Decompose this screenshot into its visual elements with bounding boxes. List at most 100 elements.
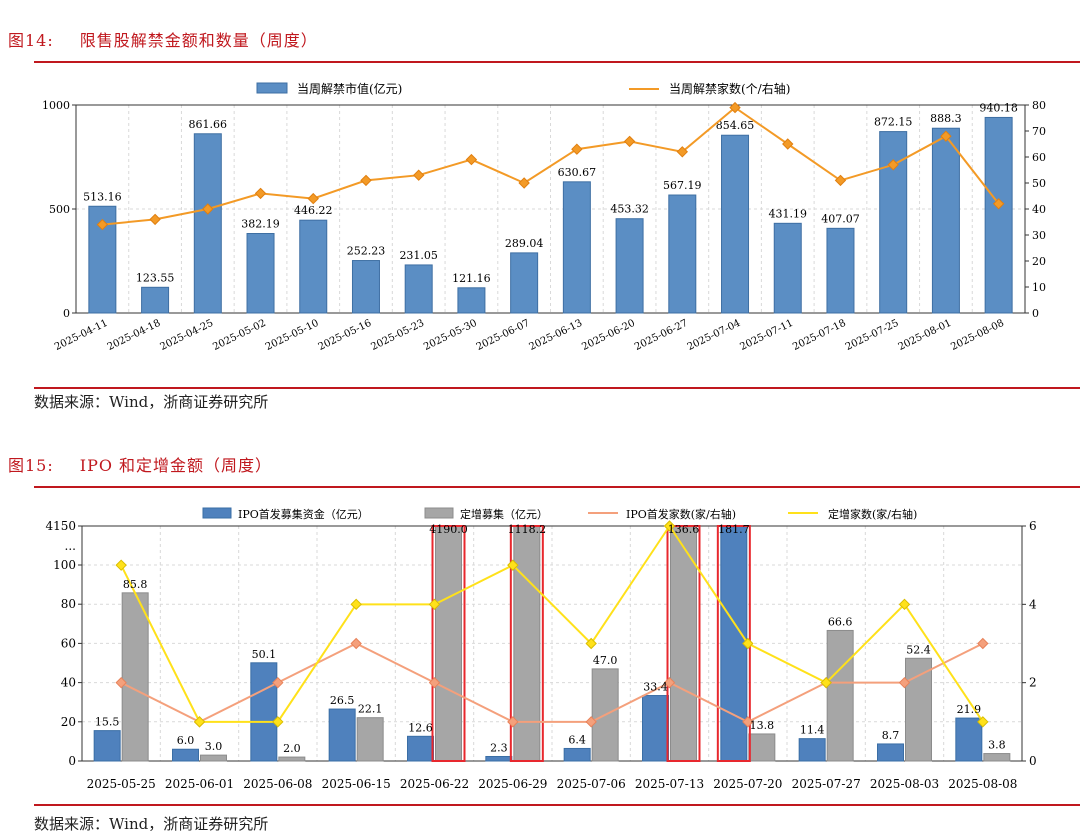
bar-data-label-private-placement: 3.0 — [205, 740, 223, 753]
line-marker-ipo-count — [115, 676, 127, 689]
line-marker-unlock-count — [307, 192, 319, 205]
bar-data-label-private-placement: 136.6 — [668, 523, 700, 536]
bar-private-placement-amount — [278, 756, 306, 762]
line-marker-ipo-count — [507, 716, 519, 728]
bar-private-placement-amount — [905, 657, 932, 762]
bar-data-label: 231.05 — [399, 249, 438, 262]
y-tick-label: 0 — [68, 754, 76, 768]
bar-unlock-value — [984, 116, 1013, 314]
y-tick-label: 80 — [61, 597, 76, 611]
y-tick-label: 0 — [63, 307, 70, 320]
bar-ipo-amount — [93, 730, 121, 762]
figure-14-number: 图14: — [8, 31, 54, 50]
bar-data-label-ipo: 33.4 — [643, 681, 668, 694]
bar-unlock-value — [826, 227, 855, 314]
bar-data-label-ipo: 8.7 — [882, 729, 900, 742]
bar-data-label-private-placement: 66.6 — [828, 615, 853, 628]
x-tick-label: 2025-07-18 — [791, 318, 848, 353]
bar-data-label-ipo: 50.1 — [252, 648, 277, 661]
figure-14-caption: 限售股解禁金额和数量（周度） — [79, 31, 318, 50]
x-tick-label: 2025-06-27 — [633, 318, 690, 353]
x-tick-label: 2025-05-10 — [264, 318, 321, 353]
bar-unlock-value — [193, 133, 222, 314]
x-tick-label: 2025-04-11 — [53, 318, 110, 353]
bar-private-placement-amount — [121, 592, 149, 762]
bar-data-label-private-placement: 1118.2 — [508, 523, 547, 536]
y2-tick-label: 60 — [1032, 151, 1046, 164]
x-tick-label: 2025-07-11 — [738, 318, 795, 353]
line-marker-ipo-count — [350, 637, 362, 650]
bar-data-label: 289.04 — [505, 237, 544, 250]
line-marker-unlock-count — [202, 203, 214, 215]
bar-data-label: 453.32 — [610, 203, 649, 216]
bar-data-label-private-placement: 3.8 — [988, 739, 1006, 752]
y2-tick-label: 20 — [1032, 255, 1046, 268]
bar-data-label: 252.23 — [347, 245, 386, 258]
y-tick-label: 40 — [61, 676, 76, 690]
line-unlock-count — [102, 106, 1000, 226]
line-marker-ipo-count — [977, 637, 989, 650]
line-marker-ipo-count — [585, 716, 597, 728]
figure-15-title: 图15: IPO 和定增金额（周度） — [8, 452, 272, 476]
legend-label-ipo-bar: IPO首发募集资金（亿元） — [238, 507, 369, 521]
line-marker-unlock-count — [360, 174, 372, 187]
bar-unlock-value — [562, 181, 591, 314]
bar-data-label-ipo: 181.7 — [718, 523, 750, 536]
x-tick-label: 2025-05-25 — [87, 777, 156, 791]
bar-ipo-amount — [485, 755, 513, 762]
bar-unlock-value — [246, 233, 275, 314]
bar-data-label: 513.16 — [83, 190, 122, 203]
y2-tick-label: 40 — [1032, 203, 1046, 216]
bar-ipo-amount — [955, 717, 983, 762]
line-marker-ipo-count — [898, 676, 911, 689]
y-tick-label: 4150 — [45, 519, 76, 533]
bar-unlock-value — [773, 222, 802, 314]
x-tick-label: 2025-06-13 — [528, 318, 585, 353]
line-marker-private-placement-count — [820, 676, 832, 689]
line-marker-private-placement-count — [428, 598, 441, 611]
bar-data-label: 888.3 — [930, 112, 962, 125]
legend-swatch-private-placement-bar — [424, 507, 454, 519]
x-tick-label: 2025-08-01 — [897, 318, 954, 353]
line-ipo-count — [120, 642, 984, 723]
y2-tick-label: 2 — [1029, 676, 1037, 690]
line-marker-private-placement-count — [115, 559, 127, 571]
highlight-frame — [666, 525, 701, 762]
x-tick-label: 2025-05-02 — [211, 318, 268, 353]
figure-15-top-rule — [34, 486, 1080, 488]
bar-data-label: 567.19 — [663, 179, 702, 192]
line-marker-unlock-count — [254, 187, 267, 200]
bar-data-label-private-placement: 4190.0 — [429, 523, 468, 536]
bar-data-label-private-placement: 13.8 — [750, 719, 775, 732]
figure-15-bottom-rule — [34, 804, 1080, 806]
bar-unlock-value — [299, 219, 328, 314]
y-tick-label: 20 — [61, 715, 76, 729]
bar-data-label-ipo: 12.6 — [408, 721, 433, 734]
bar-data-label-ipo: 6.0 — [177, 734, 195, 747]
bar-data-label: 872.15 — [874, 116, 913, 129]
bar-unlock-value — [457, 287, 486, 314]
bar-unlock-value — [404, 264, 433, 314]
y2-tick-label: 30 — [1032, 229, 1046, 242]
bar-ipo-amount — [407, 735, 434, 762]
y2-tick-label: 6 — [1029, 519, 1037, 533]
x-tick-label: 2025-06-20 — [580, 318, 637, 353]
bar-data-label-ipo: 26.5 — [330, 694, 355, 707]
bar-unlock-value — [615, 218, 644, 314]
bar-ipo-amount — [798, 738, 826, 762]
bar-data-label-ipo: 11.4 — [800, 724, 825, 737]
legend-label-ipo-line: IPO首发家数(家/右轴) — [626, 507, 736, 521]
line-marker-unlock-count — [412, 169, 425, 181]
line-marker-ipo-count — [428, 676, 441, 689]
x-tick-label: 2025-05-16 — [317, 318, 374, 353]
line-marker-private-placement-count — [585, 637, 597, 650]
bar-data-label-ipo: 21.9 — [957, 703, 982, 716]
legend-swatch-ipo-bar — [202, 507, 232, 519]
bar-private-placement-amount — [983, 753, 1011, 762]
bar-ipo-amount — [250, 662, 278, 762]
line-marker-unlock-count — [834, 174, 847, 187]
bar-data-label-private-placement: 47.0 — [593, 654, 618, 667]
line-marker-unlock-count — [571, 143, 583, 155]
line-marker-ipo-count — [742, 716, 754, 728]
x-tick-label: 2025-05-23 — [369, 318, 426, 353]
